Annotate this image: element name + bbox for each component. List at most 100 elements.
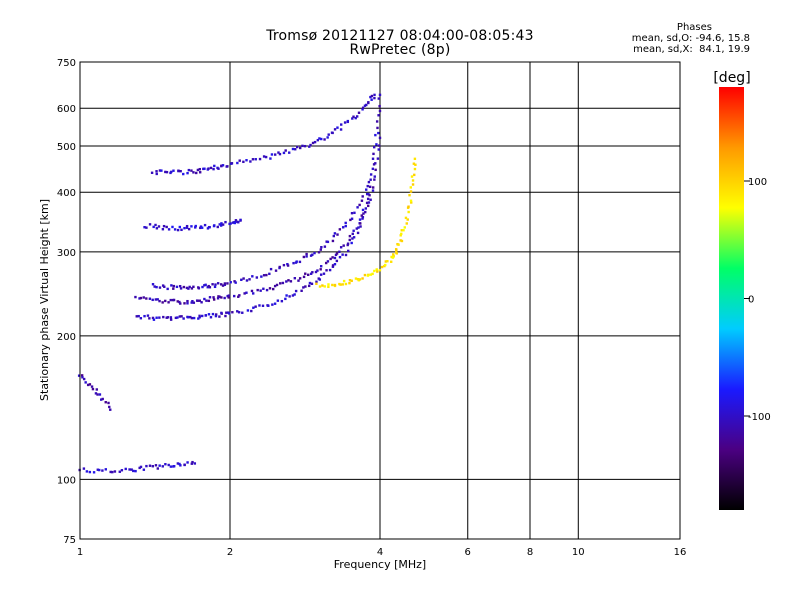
data-point: [245, 279, 249, 282]
data-point: [293, 293, 296, 296]
data-point: [172, 169, 175, 172]
data-point: [167, 228, 171, 231]
stats-o-mode: mean, sd,O: -94.6, 15.8: [631, 33, 750, 44]
data-point: [252, 292, 255, 295]
data-point: [259, 289, 262, 292]
data-point: [368, 194, 371, 197]
data-point: [166, 287, 169, 291]
data-point: [169, 298, 172, 302]
data-point: [142, 296, 145, 299]
data-point: [204, 283, 207, 287]
data-point: [331, 265, 335, 268]
data-point: [134, 469, 137, 473]
data-point: [397, 243, 400, 246]
data-point: [361, 195, 364, 198]
data-point: [272, 287, 275, 291]
data-point: [152, 318, 156, 321]
data-point: [158, 464, 161, 467]
data-point: [342, 279, 346, 283]
data-point: [167, 301, 170, 304]
data-point: [360, 199, 364, 202]
data-point: [145, 297, 148, 300]
data-point: [299, 146, 302, 150]
data-point: [231, 311, 234, 314]
data-point: [304, 285, 307, 288]
data-point: [279, 282, 282, 285]
data-point: [328, 268, 332, 272]
data-point: [188, 285, 191, 289]
data-point: [394, 248, 398, 251]
data-point: [190, 287, 194, 290]
data-point: [302, 286, 305, 289]
data-point: [352, 115, 355, 118]
data-point: [285, 280, 288, 283]
data-point: [390, 255, 393, 259]
data-point: [199, 226, 202, 230]
data-point: [262, 155, 266, 158]
data-point: [223, 296, 226, 300]
x-tick-label: 1: [77, 547, 83, 558]
data-point: [250, 289, 254, 293]
data-point: [183, 226, 186, 230]
data-point: [224, 220, 227, 224]
data-point: [311, 141, 315, 145]
data-point: [364, 207, 368, 210]
data-point: [155, 285, 158, 289]
data-point: [321, 284, 324, 287]
data-point: [158, 299, 161, 303]
data-point: [214, 314, 218, 318]
data-point: [369, 198, 372, 201]
data-point: [185, 224, 189, 228]
data-point: [335, 259, 339, 263]
data-point: [340, 123, 343, 126]
data-point: [195, 171, 198, 175]
data-point: [360, 214, 363, 217]
data-point: [245, 291, 248, 294]
data-point: [134, 295, 137, 299]
data-point: [276, 299, 280, 302]
data-point: [194, 224, 197, 228]
data-point: [128, 468, 131, 471]
data-point: [327, 283, 330, 286]
data-point: [316, 138, 320, 142]
data-point: [239, 218, 242, 222]
data-point: [327, 133, 330, 136]
data-point: [334, 253, 338, 257]
data-point: [294, 289, 298, 293]
data-point: [96, 468, 99, 471]
data-point: [164, 463, 167, 466]
data-point: [96, 393, 99, 396]
data-point: [384, 260, 388, 263]
data-point: [339, 246, 343, 249]
data-point: [227, 312, 231, 315]
data-point: [111, 470, 114, 474]
data-point: [380, 265, 384, 269]
data-point: [220, 164, 223, 167]
data-point: [348, 238, 351, 242]
data-point: [178, 225, 181, 229]
data-point: [211, 283, 214, 286]
data-point: [348, 281, 351, 285]
data-point: [309, 272, 313, 275]
data-point: [221, 223, 225, 226]
data-point: [101, 469, 104, 472]
data-point: [245, 159, 248, 162]
data-point: [90, 385, 94, 388]
data-point: [373, 93, 376, 97]
data-point: [307, 284, 311, 288]
data-point: [176, 228, 180, 232]
data-point: [411, 183, 415, 186]
x-axis: 1 2 4 6 8 10 16: [77, 547, 687, 558]
data-point: [88, 470, 92, 474]
data-point: [92, 471, 96, 474]
data-point: [358, 203, 361, 207]
data-point: [326, 136, 329, 139]
data-point: [412, 162, 416, 165]
data-point: [101, 397, 104, 401]
data-point: [237, 311, 241, 314]
data-point: [124, 467, 127, 471]
data-point: [353, 211, 356, 215]
data-point: [221, 284, 225, 287]
data-point: [281, 281, 285, 285]
data-point: [145, 464, 148, 468]
